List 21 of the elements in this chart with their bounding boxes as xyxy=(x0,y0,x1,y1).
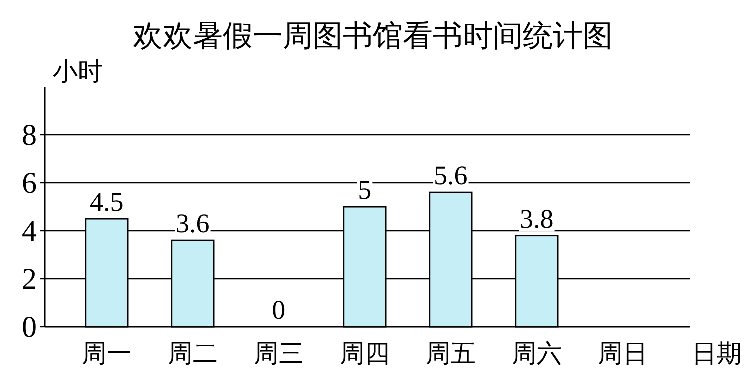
data-label: 3.8 xyxy=(520,204,554,234)
y-axis-title: 小时 xyxy=(53,57,103,86)
x-tick-label: 周日 xyxy=(598,339,648,368)
x-tick-label: 周六 xyxy=(512,339,562,368)
data-label: 4.5 xyxy=(90,187,124,217)
data-label: 5.6 xyxy=(434,160,468,191)
x-tick-label: 周三 xyxy=(254,339,304,368)
x-tick-label: 周五 xyxy=(426,339,476,368)
x-tick-label: 周四 xyxy=(340,339,390,368)
data-label: 3.6 xyxy=(176,208,210,239)
data-label: 5 xyxy=(358,175,372,205)
x-axis-title: 日期 xyxy=(692,339,742,368)
y-tick-label: 0 xyxy=(22,311,37,344)
y-tick-label: 6 xyxy=(22,167,37,200)
x-tick-label: 周二 xyxy=(168,339,218,368)
y-tick-label: 4 xyxy=(22,215,37,248)
data-label: 0 xyxy=(272,295,286,325)
x-tick-label: 周一 xyxy=(82,339,132,368)
y-tick-label: 2 xyxy=(22,263,37,296)
chart-title: 欢欢暑假一周图书馆看书时间统计图 xyxy=(133,19,613,54)
y-tick-label: 8 xyxy=(22,119,37,152)
